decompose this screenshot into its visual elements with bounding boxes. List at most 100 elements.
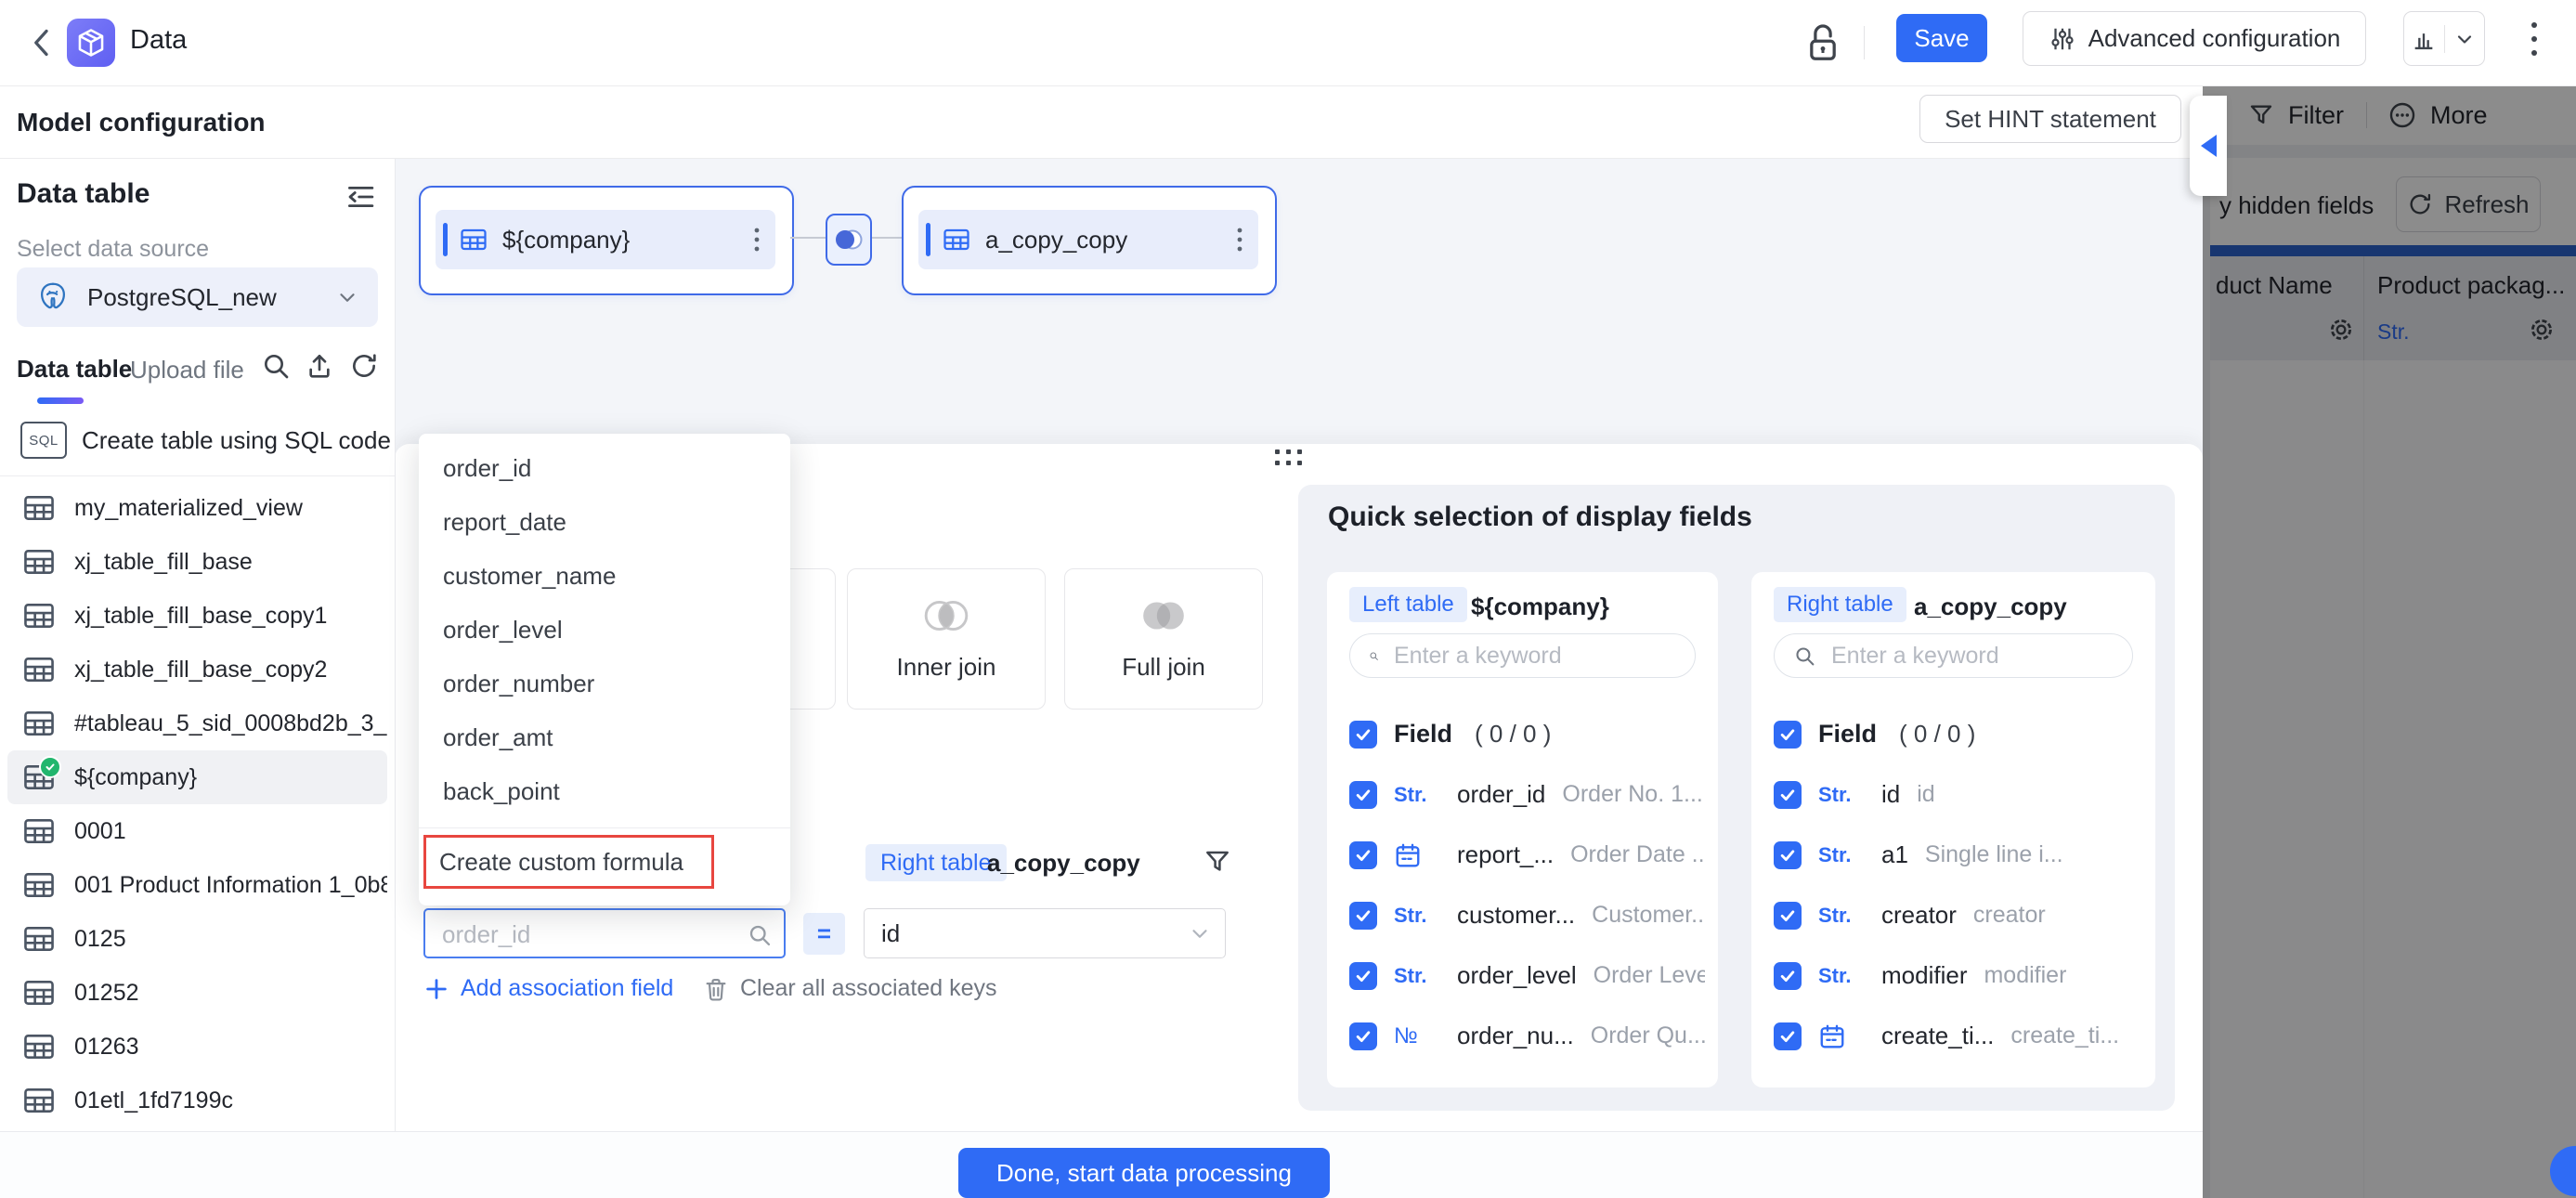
table-list-item[interactable]: 01263 — [7, 1020, 387, 1074]
checkbox-checked[interactable] — [1349, 961, 1377, 990]
preview-table-body — [2210, 360, 2576, 1198]
chevron-down-icon[interactable] — [2445, 12, 2485, 65]
table-icon — [22, 816, 56, 846]
checkbox-checked[interactable] — [1349, 780, 1377, 809]
more-circle-icon[interactable] — [2387, 100, 2417, 130]
dropdown-item[interactable]: order_number — [443, 669, 595, 697]
right-key-value: id — [881, 918, 901, 947]
table-list-item[interactable]: 0125 — [7, 912, 387, 966]
full-join-icon — [1143, 601, 1184, 630]
table-list-item[interactable]: xj_table_fill_base_copy1 — [7, 589, 387, 643]
table-icon — [460, 226, 488, 254]
refresh-icon[interactable] — [349, 351, 379, 381]
table-icon — [22, 655, 56, 684]
checkbox-checked[interactable] — [1349, 901, 1377, 930]
right-search-input[interactable] — [1829, 641, 2132, 671]
field-row[interactable]: № order_nu... Order Qu... — [1349, 1009, 1705, 1062]
active-tab-underline — [37, 397, 84, 404]
collapse-panel-icon[interactable] — [344, 182, 377, 212]
dropdown-item[interactable]: customer_name — [443, 561, 617, 590]
select-data-source-label: Select data source — [17, 236, 210, 262]
checkbox-checked[interactable] — [1774, 1022, 1802, 1050]
checkbox-checked[interactable] — [1774, 720, 1802, 749]
collapse-panel-tab[interactable] — [2190, 96, 2227, 196]
filter-funnel-icon[interactable] — [1203, 847, 1232, 877]
more-menu-kebab-icon[interactable] — [2531, 22, 2539, 64]
lock-icon[interactable] — [1805, 22, 1841, 65]
dropdown-item[interactable]: back_point — [443, 776, 560, 805]
field-row[interactable]: Str. a1 Single line i... — [1774, 828, 2142, 881]
checkbox-checked[interactable] — [1774, 901, 1802, 930]
search-icon[interactable] — [261, 351, 291, 381]
clear-associated-keys-button[interactable]: Clear all associated keys — [703, 975, 997, 1002]
table-list-item[interactable]: xj_table_fill_base — [7, 535, 387, 589]
node-kebab-icon[interactable] — [753, 226, 761, 255]
save-button[interactable]: Save — [1896, 14, 1987, 62]
inner-join-card[interactable]: Inner join — [847, 568, 1046, 710]
field-row[interactable]: Str. customer... Customer... — [1349, 889, 1705, 942]
checkbox-checked[interactable] — [1349, 1022, 1377, 1050]
dropdown-item[interactable]: order_id — [443, 453, 532, 482]
tab-data-table[interactable]: Data table — [17, 355, 133, 383]
field-name: order_id — [1457, 780, 1546, 808]
checkbox-checked[interactable] — [1774, 961, 1802, 990]
tab-upload-file[interactable]: Upload file — [130, 356, 244, 384]
table-list-item[interactable]: xj_table_fill_base_copy2 — [7, 643, 387, 697]
table-list-item[interactable]: #tableau_5_sid_0008bd2b_3_c... — [7, 697, 387, 750]
field-row[interactable]: Str. modifier modifier — [1774, 949, 2142, 1002]
table-list-item[interactable]: ${company} — [7, 750, 387, 804]
chart-view-dropdown-button[interactable] — [2403, 11, 2485, 66]
checkbox-checked[interactable] — [1349, 720, 1377, 749]
field-row[interactable]: Str. order_level Order Level — [1349, 949, 1705, 1002]
done-button[interactable]: Done, start data processing — [958, 1148, 1330, 1198]
table-list-item[interactable]: 0001 — [7, 804, 387, 858]
dropdown-item[interactable]: order_amt — [443, 723, 553, 751]
gear-icon[interactable] — [2327, 316, 2355, 344]
more-label[interactable]: More — [2430, 100, 2488, 129]
table-list-item[interactable]: my_materialized_view — [7, 481, 387, 535]
refresh-button[interactable]: Refresh — [2396, 176, 2541, 232]
advanced-configuration-button[interactable]: Advanced configuration — [2023, 11, 2366, 66]
table-icon — [22, 547, 56, 577]
gear-icon[interactable] — [2528, 316, 2556, 344]
drag-handle[interactable] — [1275, 449, 1303, 465]
left-search-input[interactable] — [1392, 641, 1695, 671]
divider — [419, 827, 790, 828]
checkbox-checked[interactable] — [1774, 780, 1802, 809]
create-custom-formula-item[interactable]: Create custom formula — [423, 835, 714, 889]
dropdown-item[interactable]: order_level — [443, 615, 563, 644]
field-row[interactable]: Str. creator creator — [1774, 889, 2142, 942]
back-icon[interactable] — [28, 24, 56, 61]
create-sql-table-item[interactable]: SQL Create table using SQL code — [0, 418, 395, 462]
node-kebab-icon[interactable] — [1236, 226, 1243, 255]
field-row[interactable]: create_ti... create_ti... — [1774, 1009, 2142, 1062]
right-table-node[interactable]: a_copy_copy — [902, 186, 1277, 295]
checkbox-checked[interactable] — [1349, 840, 1377, 869]
table-list-item[interactable]: 01252 — [7, 966, 387, 1020]
table-icon — [22, 870, 56, 900]
left-table-node[interactable]: ${company} — [419, 186, 794, 295]
left-join-icon[interactable] — [826, 214, 872, 266]
table-list-item[interactable]: 01etl_1fd7199c — [7, 1074, 387, 1127]
right-table-badge: Right table — [865, 844, 1007, 881]
checkbox-checked[interactable] — [1774, 840, 1802, 869]
filter-funnel-icon[interactable] — [2247, 101, 2275, 129]
right-key-select[interactable]: id — [864, 908, 1226, 958]
quick-selection-panel: Quick selection of display fields Left t… — [1298, 485, 2175, 1111]
add-association-field-button[interactable]: Add association field — [423, 975, 673, 1002]
filter-label[interactable]: Filter — [2288, 100, 2344, 129]
datasource-select[interactable]: PostgreSQL_new — [17, 267, 378, 327]
set-hint-statement-button[interactable]: Set HINT statement — [1919, 95, 2181, 143]
left-key-input[interactable] — [440, 914, 750, 955]
table-top-bar — [2210, 245, 2576, 256]
bar-chart-icon[interactable] — [2404, 12, 2444, 65]
field-row[interactable]: report_... Order Date ... — [1349, 828, 1705, 881]
table-name: 0001 — [74, 817, 126, 844]
upload-icon[interactable] — [305, 351, 334, 381]
dropdown-item[interactable]: report_date — [443, 507, 566, 536]
field-row[interactable]: Str. id id — [1774, 768, 2142, 821]
full-join-card[interactable]: Full join — [1064, 568, 1263, 710]
field-row[interactable]: Str. order_id Order No. 1... — [1349, 768, 1705, 821]
table-list-item[interactable]: 001 Product Information 1_0b8... — [7, 858, 387, 912]
sql-icon: SQL — [20, 422, 67, 459]
